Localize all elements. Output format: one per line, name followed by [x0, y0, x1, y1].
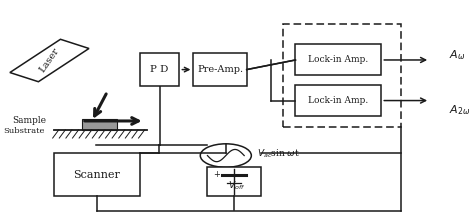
Text: Laser: Laser [38, 46, 61, 75]
FancyBboxPatch shape [295, 85, 381, 116]
Text: Pre-Amp.: Pre-Amp. [197, 65, 243, 74]
Text: Lock-in Amp.: Lock-in Amp. [308, 96, 368, 105]
Text: $A_{2\omega}$: $A_{2\omega}$ [448, 103, 470, 117]
FancyBboxPatch shape [54, 154, 140, 196]
Polygon shape [10, 39, 89, 82]
FancyBboxPatch shape [82, 119, 117, 130]
FancyBboxPatch shape [295, 45, 381, 75]
Text: $A_{\omega}$: $A_{\omega}$ [448, 48, 465, 62]
FancyBboxPatch shape [140, 53, 179, 86]
Text: Sample: Sample [12, 116, 46, 125]
Text: Substrate: Substrate [3, 127, 45, 135]
Text: $V_{ac}$sin $\omega$t: $V_{ac}$sin $\omega$t [257, 147, 300, 160]
Text: $V_{off}$: $V_{off}$ [228, 180, 245, 192]
Text: Scanner: Scanner [73, 170, 120, 180]
FancyBboxPatch shape [193, 53, 246, 86]
Text: Lock-in Amp.: Lock-in Amp. [308, 55, 368, 64]
FancyBboxPatch shape [207, 167, 261, 196]
Text: P D: P D [150, 65, 169, 74]
Text: +: + [213, 170, 220, 179]
